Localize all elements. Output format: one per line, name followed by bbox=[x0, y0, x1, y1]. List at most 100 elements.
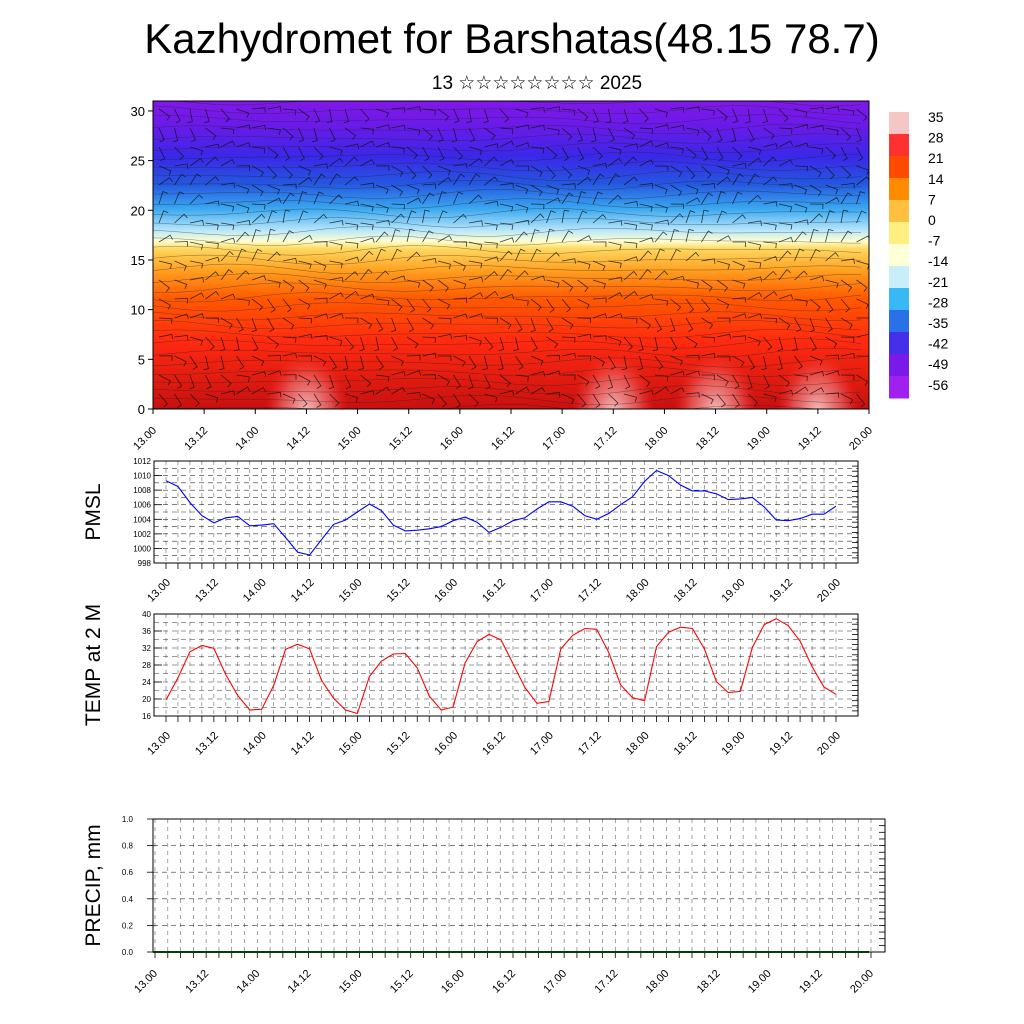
colorbar-swatch bbox=[889, 310, 909, 333]
wind-barb bbox=[360, 203, 374, 212]
colorbar-swatch bbox=[889, 156, 909, 179]
wind-barb bbox=[546, 106, 561, 112]
wind-barb bbox=[592, 241, 607, 247]
wind-barb bbox=[406, 370, 422, 376]
wind-barb bbox=[466, 108, 472, 123]
wind-barb bbox=[561, 183, 576, 189]
wind-barb bbox=[391, 355, 404, 366]
wind-barb bbox=[391, 203, 405, 210]
wind-barb bbox=[204, 108, 210, 124]
wind-barb bbox=[825, 298, 834, 313]
wind-barb bbox=[189, 260, 204, 269]
wind-barb bbox=[623, 143, 639, 149]
wind-barb bbox=[282, 257, 297, 264]
wind-barb bbox=[282, 352, 297, 359]
wind-barb bbox=[375, 298, 390, 306]
x-tick-label: 18.00 bbox=[624, 577, 652, 605]
contour-line bbox=[153, 208, 861, 219]
wind-barb bbox=[174, 108, 181, 124]
contour-line bbox=[153, 235, 862, 246]
wind-barb bbox=[530, 298, 542, 312]
wind-barb bbox=[701, 230, 713, 243]
wind-barb bbox=[530, 146, 545, 154]
x-tick-label: 14.00 bbox=[233, 425, 261, 453]
contour-line bbox=[153, 189, 862, 200]
wind-barb bbox=[282, 209, 291, 224]
wind-barb bbox=[205, 256, 220, 263]
wind-barb bbox=[453, 146, 464, 160]
wind-barb bbox=[468, 393, 479, 407]
wind-barb bbox=[220, 269, 233, 281]
x-tick-label: 19.12 bbox=[767, 577, 795, 605]
wind-barb bbox=[809, 106, 824, 113]
wind-barb bbox=[282, 127, 294, 141]
wind-barb bbox=[546, 336, 559, 349]
wind-barb bbox=[561, 108, 576, 116]
wind-barb bbox=[313, 213, 328, 224]
wind-barb bbox=[437, 393, 447, 408]
wind-barb bbox=[312, 127, 318, 143]
wind-barb bbox=[205, 393, 219, 403]
wind-barb bbox=[763, 393, 777, 403]
wind-barb bbox=[236, 184, 250, 195]
wind-barb bbox=[778, 317, 791, 330]
wind-barb bbox=[513, 336, 519, 351]
wind-barb bbox=[236, 142, 251, 148]
wind-barb bbox=[422, 108, 436, 116]
wind-barb bbox=[453, 335, 468, 341]
wind-barb bbox=[298, 165, 312, 176]
wind-barb bbox=[484, 271, 498, 281]
y-tick-label: 5 bbox=[138, 352, 145, 367]
wind-barb bbox=[220, 250, 234, 262]
wind-barb bbox=[251, 248, 263, 262]
x-tick-label: 17.12 bbox=[591, 425, 619, 453]
wind-barb bbox=[498, 355, 504, 371]
wind-barb bbox=[763, 290, 778, 300]
wind-barb bbox=[344, 156, 359, 167]
wind-barb bbox=[607, 374, 614, 390]
colorbar-swatch bbox=[889, 134, 909, 157]
wind-barb bbox=[267, 146, 279, 159]
wind-barb bbox=[577, 191, 587, 205]
wind-barb bbox=[747, 220, 762, 227]
wind-barb bbox=[343, 108, 350, 124]
wind-barb bbox=[158, 108, 171, 121]
heat-max-14.12 bbox=[264, 329, 349, 409]
wind-barb bbox=[716, 393, 726, 408]
wind-barb bbox=[468, 220, 483, 226]
wind-barb bbox=[313, 374, 322, 389]
wind-barb bbox=[189, 173, 202, 186]
wind-barb bbox=[298, 374, 311, 386]
wind-barb bbox=[499, 269, 512, 281]
wind-barb bbox=[313, 163, 328, 169]
wind-barb bbox=[794, 248, 805, 262]
wind-barb bbox=[205, 127, 217, 140]
wind-barb bbox=[716, 298, 730, 310]
wind-barb bbox=[453, 313, 468, 319]
wind-barb bbox=[685, 354, 700, 361]
wind-barb bbox=[406, 184, 420, 195]
wind-barb bbox=[561, 127, 573, 141]
wind-barb bbox=[732, 191, 743, 205]
wind-barb bbox=[453, 191, 464, 205]
wind-barb bbox=[825, 210, 835, 224]
wind-barb bbox=[344, 200, 359, 207]
wind-barb bbox=[639, 183, 654, 189]
wind-barb bbox=[840, 192, 853, 205]
wind-barb bbox=[515, 184, 529, 195]
series-line bbox=[165, 618, 837, 715]
wind-barb bbox=[840, 230, 853, 243]
wind-barb bbox=[236, 386, 251, 395]
wind-barb bbox=[484, 156, 498, 167]
wind-barb bbox=[623, 176, 638, 186]
wind-barb bbox=[639, 293, 654, 300]
contour-line bbox=[153, 142, 862, 153]
wind-barb bbox=[422, 317, 434, 330]
contour-line bbox=[153, 180, 862, 191]
wind-barb bbox=[685, 298, 695, 313]
heat-max-17.12 bbox=[571, 329, 656, 409]
wind-barb bbox=[174, 279, 188, 290]
wind-barb bbox=[468, 260, 483, 269]
wind-barb bbox=[701, 393, 714, 405]
wind-barb bbox=[794, 386, 809, 395]
